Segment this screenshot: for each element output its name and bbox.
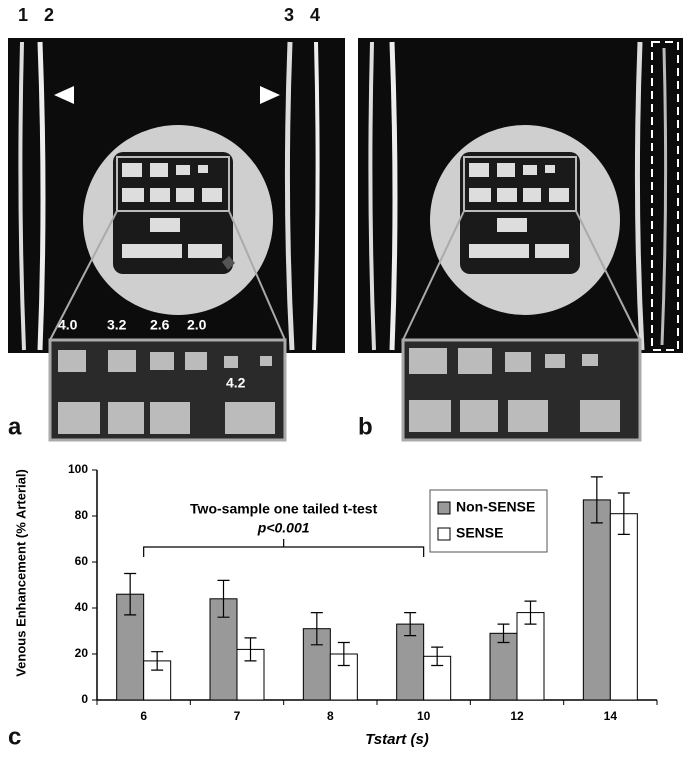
x-tick-label: 12 bbox=[510, 709, 524, 723]
bar bbox=[396, 623, 425, 701]
error-bar bbox=[217, 579, 230, 618]
mri-image-a bbox=[8, 38, 345, 442]
y-tick-label: 0 bbox=[81, 692, 88, 706]
legend-label: SENSE bbox=[456, 525, 503, 541]
panel-label: b bbox=[358, 413, 373, 440]
resolution-label: 2.0 bbox=[187, 317, 207, 333]
y-tick-label: 60 bbox=[75, 554, 89, 568]
bar bbox=[582, 499, 611, 701]
y-tick-label: 80 bbox=[75, 508, 89, 522]
vessel-label: 1 bbox=[18, 5, 28, 25]
vessel-label: 2 bbox=[44, 5, 54, 25]
error-bar bbox=[497, 623, 510, 644]
legend-swatch bbox=[437, 501, 451, 515]
y-tick-label: 100 bbox=[68, 462, 88, 476]
bracket bbox=[143, 539, 425, 557]
error-bar bbox=[124, 572, 137, 616]
legend-label: Non-SENSE bbox=[456, 499, 535, 515]
y-tick-label: 20 bbox=[75, 646, 89, 660]
bar bbox=[489, 632, 518, 701]
vessel-label: 4 bbox=[310, 5, 320, 25]
bar-chart: 0 20 40 60 80 100 Venous Enhancement (% Arteri… bbox=[13, 462, 658, 748]
error-bar bbox=[337, 641, 350, 667]
y-tick-label: 40 bbox=[75, 600, 89, 614]
vessel-label: 3 bbox=[284, 5, 294, 25]
panel-label: c bbox=[8, 723, 21, 750]
error-bar bbox=[404, 612, 417, 637]
bar bbox=[143, 660, 172, 701]
error-bar bbox=[524, 600, 537, 625]
legend-box bbox=[429, 489, 548, 553]
resolution-label: 4.0 bbox=[58, 317, 78, 333]
panel-label: a bbox=[8, 413, 22, 440]
bar bbox=[516, 612, 545, 701]
x-tick-label: 7 bbox=[234, 709, 241, 723]
error-bar bbox=[617, 492, 630, 535]
mri-image-b bbox=[358, 38, 683, 442]
resolution-label: 3.2 bbox=[107, 317, 127, 333]
legend-swatch bbox=[437, 527, 451, 541]
x-tick-label: 10 bbox=[417, 709, 431, 723]
error-bar bbox=[431, 646, 444, 667]
annotation: Two-sample one tailed t-test bbox=[190, 501, 378, 517]
error-bar bbox=[244, 637, 257, 662]
error-bar bbox=[590, 476, 603, 524]
annotation-p: p<0.001 bbox=[257, 520, 310, 536]
error-bar bbox=[151, 651, 164, 671]
x-tick-label: 8 bbox=[327, 709, 334, 723]
x-tick-label: 14 bbox=[604, 709, 618, 723]
x-axis-title: Tstart (s) bbox=[365, 731, 429, 748]
bar bbox=[609, 513, 638, 701]
x-tick-label: 6 bbox=[140, 709, 147, 723]
resolution-label: 4.2 bbox=[226, 375, 246, 391]
error-bar bbox=[310, 612, 323, 646]
resolution-label: 2.6 bbox=[150, 317, 170, 333]
y-axis-title: Venous Enhancement (% Arterial) bbox=[13, 469, 28, 677]
